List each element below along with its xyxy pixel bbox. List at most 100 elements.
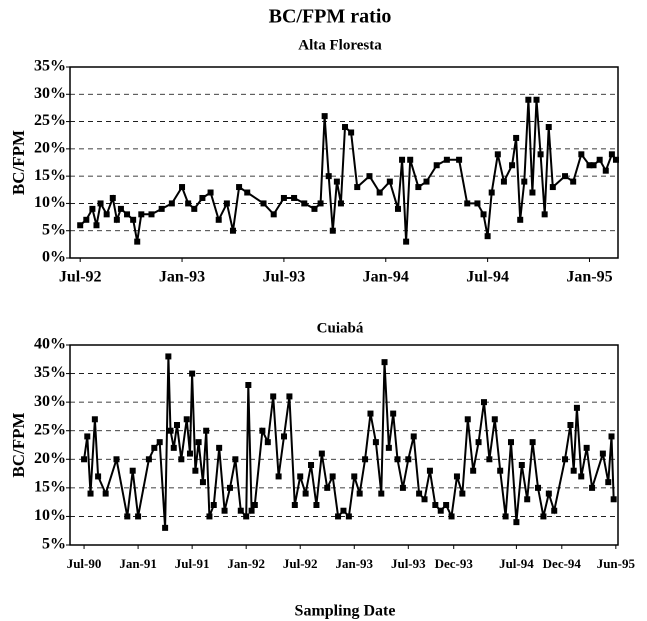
plot-frame (69, 344, 619, 546)
point-marker (570, 467, 577, 474)
point-marker (590, 162, 597, 169)
point-marker (426, 467, 433, 474)
point-marker (567, 422, 574, 428)
point-marker (356, 490, 363, 497)
point-marker (229, 227, 236, 234)
point-marker (317, 200, 324, 207)
point-marker (459, 490, 466, 497)
point-marker (89, 205, 96, 212)
point-marker (415, 184, 422, 191)
chart-title: Alta Floresta (298, 37, 382, 53)
y-tick-label: 0% (42, 249, 66, 266)
point-marker (236, 184, 243, 191)
point-marker (573, 404, 580, 411)
point-marker (494, 151, 501, 158)
point-marker (329, 227, 336, 234)
point-marker (281, 433, 288, 440)
point-marker (216, 444, 223, 451)
point-marker (405, 456, 412, 463)
point-marker (129, 467, 136, 474)
point-marker (260, 200, 267, 207)
point-marker (302, 490, 309, 497)
y-tick-label: 25% (34, 112, 66, 129)
point-marker (186, 450, 193, 457)
point-marker (340, 507, 347, 514)
y-tick-label: 35% (34, 58, 66, 75)
point-marker (507, 439, 514, 446)
point-marker (329, 473, 336, 480)
point-marker (162, 524, 169, 531)
point-marker (275, 473, 282, 480)
x-tick-label: Jan-93 (335, 556, 373, 571)
point-marker (529, 439, 536, 446)
point-marker (83, 216, 90, 223)
y-tick-label: 20% (34, 450, 66, 467)
x-tick-label: Jan-92 (227, 556, 265, 571)
point-marker (109, 194, 116, 201)
point-marker (183, 416, 190, 423)
point-marker (378, 490, 385, 497)
point-marker (189, 370, 196, 377)
point-marker (513, 519, 520, 526)
point-marker (578, 151, 585, 158)
point-marker (237, 507, 244, 514)
point-marker (610, 496, 617, 503)
point-marker (335, 513, 342, 520)
point-marker (390, 410, 397, 417)
point-marker (156, 439, 163, 446)
point-marker (325, 173, 332, 180)
point-marker (135, 513, 142, 520)
point-marker (605, 479, 612, 486)
point-marker (148, 211, 155, 218)
point-marker (248, 507, 255, 514)
point-marker (470, 467, 477, 474)
point-marker (91, 416, 98, 423)
point-marker (311, 205, 318, 212)
x-tick-label: Jul-93 (391, 556, 426, 571)
point-marker (145, 456, 152, 463)
point-marker (321, 113, 328, 120)
point-marker (207, 189, 214, 196)
point-marker (423, 178, 430, 185)
point-marker (453, 473, 460, 480)
point-marker (537, 151, 544, 158)
point-marker (195, 439, 202, 446)
point-marker (130, 216, 137, 223)
point-marker (170, 444, 177, 451)
point-marker (513, 134, 520, 141)
point-marker (474, 200, 481, 207)
point-marker (362, 456, 369, 463)
point-marker (165, 353, 172, 360)
y-tick-label: 10% (34, 194, 66, 211)
chart-title: Cuiabá (317, 320, 364, 336)
y-tick-label: 30% (34, 85, 66, 102)
point-marker (549, 184, 556, 191)
point-marker (158, 205, 165, 212)
point-marker (95, 473, 102, 480)
x-tick-label: Jan-94 (363, 269, 409, 286)
point-marker (297, 473, 304, 480)
point-marker (81, 456, 88, 463)
point-marker (280, 194, 287, 201)
point-marker (602, 167, 609, 174)
point-marker (497, 467, 504, 474)
point-marker (432, 502, 439, 508)
point-marker (486, 456, 493, 463)
point-marker (179, 184, 186, 191)
x-axis-label: Sampling Date (295, 603, 396, 620)
point-marker (480, 399, 487, 406)
point-marker (407, 156, 414, 163)
y-tick-label: 5% (42, 221, 66, 238)
point-marker (437, 507, 444, 514)
x-tick-label: Jan-91 (119, 556, 157, 571)
x-tick-label: Dec-94 (543, 556, 582, 571)
point-marker (151, 444, 158, 451)
point-marker (381, 359, 388, 366)
point-marker (533, 96, 540, 103)
point-marker (124, 513, 131, 520)
point-marker (491, 416, 498, 423)
y-tick-label: 15% (34, 167, 66, 184)
point-marker (113, 456, 120, 463)
point-marker (421, 496, 428, 503)
point-marker (291, 502, 298, 508)
